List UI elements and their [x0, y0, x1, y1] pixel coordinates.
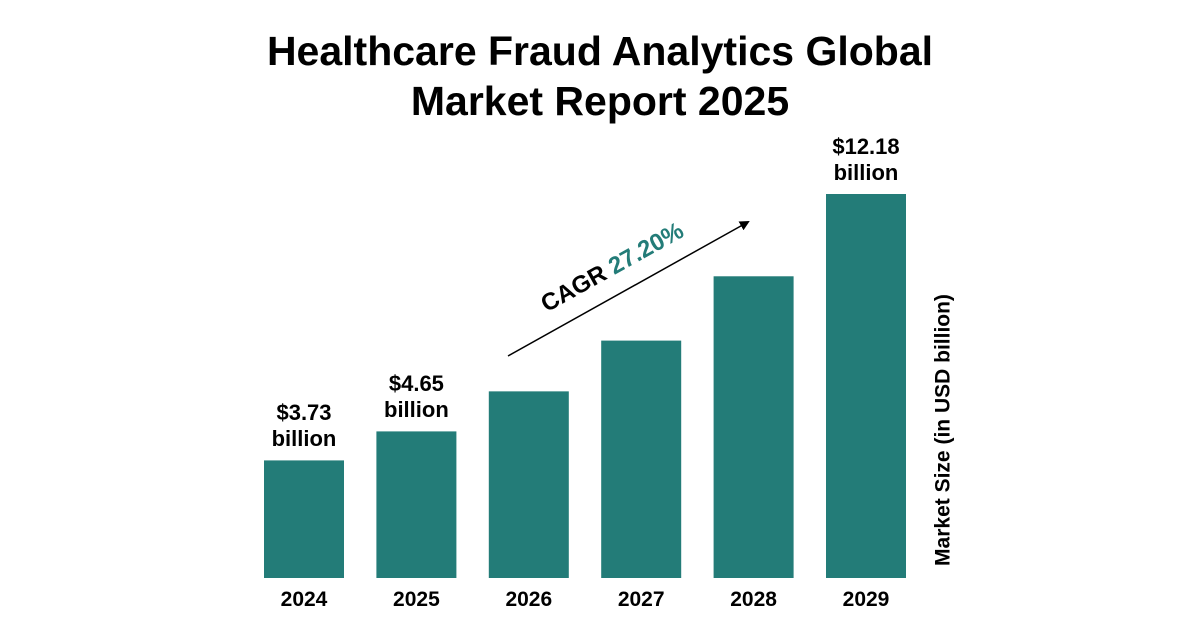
x-tick-label: 2028: [730, 588, 777, 611]
chart-title: Healthcare Fraud Analytics Global Market…: [266, 28, 934, 124]
cagr-arrow: [507, 221, 750, 357]
value-label: $3.73 billion: [271, 400, 337, 452]
bar: [376, 431, 457, 578]
y-axis-label: Market Size (in USD billion): [932, 294, 955, 566]
x-tick-label: 2024: [281, 588, 328, 611]
bar: [601, 340, 682, 578]
x-tick-label: 2026: [505, 588, 552, 611]
cagr-text: CAGR: [536, 260, 611, 318]
bar: [713, 276, 794, 578]
x-tick-label: 2027: [618, 588, 665, 611]
x-tick-label: 2025: [393, 588, 440, 611]
cagr-value: 27.20%: [604, 217, 688, 280]
bar: [826, 194, 906, 578]
value-label: $12.18 billion: [832, 134, 900, 185]
bar: [264, 460, 344, 578]
value-label: $4.65 billion: [384, 371, 449, 423]
x-tick-label: 2029: [843, 588, 890, 611]
bar: [488, 391, 569, 578]
